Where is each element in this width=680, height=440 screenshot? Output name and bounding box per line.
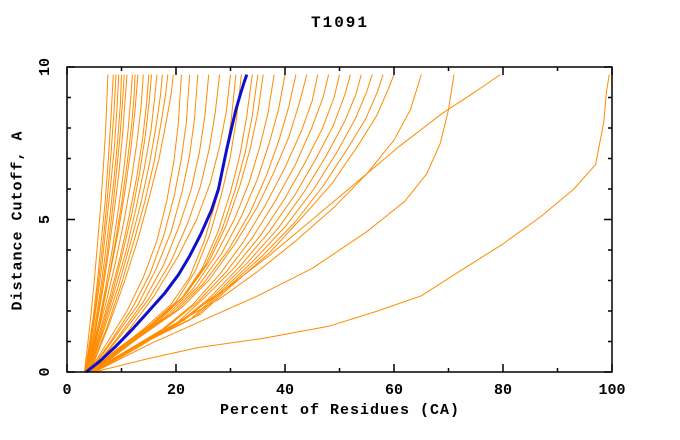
- series-model-11: [86, 74, 144, 373]
- series-model-21: [90, 74, 210, 373]
- series-model-13: [87, 74, 152, 373]
- series-model-03: [85, 74, 117, 373]
- series-model-19: [88, 74, 191, 373]
- x-tick-label: 100: [598, 382, 625, 399]
- series-highlighted-model: [85, 74, 249, 374]
- y-axis-label: Distance Cutoff, A: [9, 130, 27, 311]
- series-model-10: [85, 74, 139, 373]
- series-model-43: [94, 74, 501, 373]
- x-axis-label: Percent of Residues (CA): [219, 402, 461, 419]
- y-tick-label: 5: [37, 215, 54, 224]
- y-tick-label: 10: [37, 58, 54, 76]
- series-model-16: [88, 74, 169, 373]
- series-model-41: [91, 74, 422, 373]
- series-model-40: [93, 74, 395, 373]
- series-model-02: [84, 74, 114, 373]
- series-model-29: [91, 74, 275, 373]
- series-model-31: [92, 74, 297, 373]
- series-model-17: [89, 74, 174, 373]
- x-tick-label: 40: [276, 382, 294, 399]
- chart-title: T1091: [310, 14, 369, 32]
- series-model-09: [88, 74, 136, 373]
- series-model-01: [83, 74, 109, 373]
- series-model-18: [88, 74, 182, 373]
- series-model-22: [90, 74, 221, 373]
- series-model-20: [89, 74, 199, 373]
- series-model-27: [90, 74, 259, 373]
- series-model-23: [91, 74, 231, 373]
- series-model-12: [86, 74, 150, 373]
- x-tick-label: 60: [385, 382, 403, 399]
- x-tick-label: 20: [167, 382, 185, 399]
- x-tick-label: 0: [62, 382, 71, 399]
- y-tick-label: 0: [37, 367, 54, 376]
- series-model-15: [88, 74, 163, 373]
- series-model-42: [94, 74, 455, 373]
- series-model-35: [90, 74, 340, 373]
- series-model-33: [89, 74, 319, 373]
- x-tick-label: 80: [494, 382, 512, 399]
- series-model-44: [94, 74, 610, 373]
- series-model-32: [92, 74, 308, 373]
- series-model-06: [86, 74, 125, 373]
- series-model-07: [87, 74, 128, 373]
- series-model-04: [85, 74, 120, 373]
- series-model-14: [87, 74, 158, 373]
- series-model-05: [86, 74, 122, 373]
